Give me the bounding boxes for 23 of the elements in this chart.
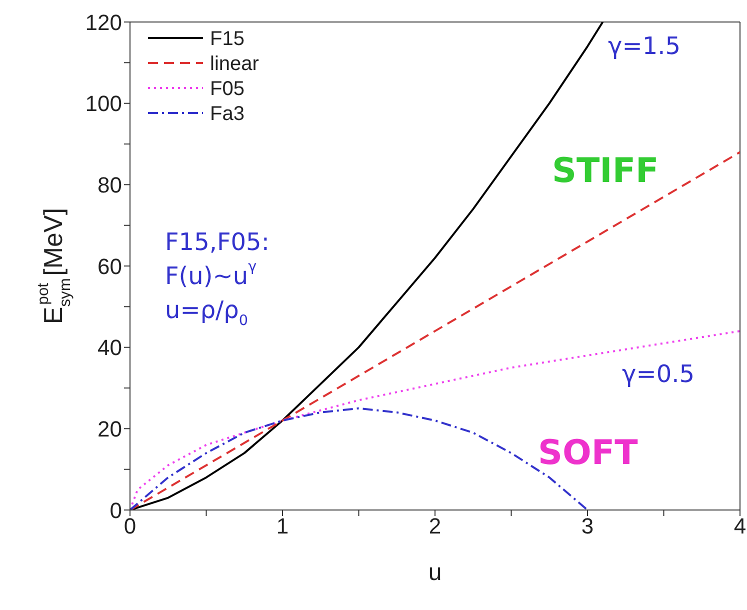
annotation: γ=0.5 <box>622 360 694 388</box>
y-tick-label: 60 <box>98 254 122 279</box>
annotation: γ=1.5 <box>608 32 680 60</box>
annotation: F15,F05: <box>165 228 270 256</box>
legend-label: Fa3 <box>210 103 244 125</box>
annotation: STIFF <box>552 151 659 191</box>
x-tick-label: 2 <box>428 514 442 539</box>
legend-label: linear <box>210 53 260 75</box>
x-axis-title: u <box>428 559 442 586</box>
y-tick-label: 80 <box>98 172 122 198</box>
x-tick-label: 4 <box>734 514 746 539</box>
y-tick-label: 20 <box>98 416 122 442</box>
y-tick-label: 100 <box>85 91 122 116</box>
annotation: SOFT <box>538 433 639 473</box>
y-tick-label: 0 <box>110 498 122 523</box>
y-tick-label: 120 <box>85 10 122 35</box>
x-tick-label: 1 <box>276 514 289 539</box>
legend-label: F15 <box>210 28 244 50</box>
y-tick-label: 40 <box>98 335 122 360</box>
legend-label: F05 <box>210 78 244 100</box>
annotation: u=ρ/ρ$_{0}$ <box>165 296 248 330</box>
annotation: F(u)~u$^{γ}$ <box>165 258 258 290</box>
x-tick-label: 3 <box>581 514 594 539</box>
